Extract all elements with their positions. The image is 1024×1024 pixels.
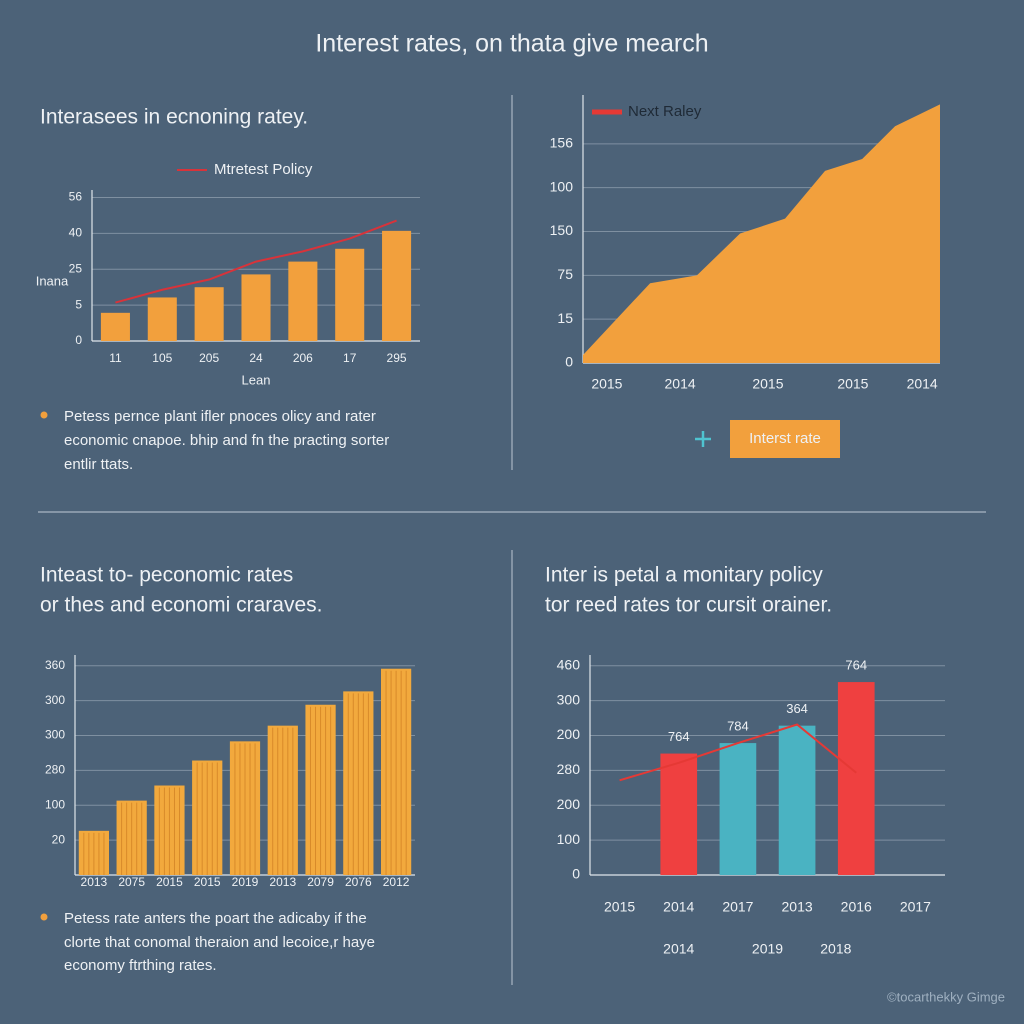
y-tick-label: 20	[52, 832, 66, 846]
section-heading: Interasees in ecnoning ratey.	[40, 106, 308, 129]
note-line: Petess pernce plant ifler pnoces olicy a…	[64, 408, 376, 425]
x-tick-label: 17	[343, 351, 357, 365]
x-tick-label: 2017	[900, 899, 931, 915]
y-tick-label: 25	[69, 261, 83, 275]
area	[583, 104, 940, 363]
x-tick-label: 2075	[118, 875, 145, 889]
bar	[335, 248, 365, 341]
legend-box	[730, 420, 840, 458]
annotation: 764	[845, 658, 867, 673]
x-tick-label: 2015	[194, 875, 221, 889]
x-tick-label: 2015	[752, 376, 783, 392]
bar	[778, 725, 816, 875]
x-tick-label: 2014	[907, 376, 938, 392]
annotation: 764	[668, 729, 690, 744]
y-tick-label: 460	[557, 657, 581, 673]
x-sublabel: 2018	[820, 941, 851, 957]
legend-marker	[695, 431, 711, 447]
bullet	[40, 411, 48, 419]
bar	[288, 261, 318, 341]
note-line: entlir ttats.	[64, 456, 133, 473]
x-tick-label: 11	[109, 351, 122, 365]
x-tick-label: 2016	[841, 899, 872, 915]
x-tick-label: 205	[199, 351, 219, 365]
x-tick-label: 24	[249, 351, 263, 365]
x-tick-label: 2015	[604, 899, 635, 915]
y-tick-label: 40	[69, 226, 83, 240]
bar	[241, 274, 271, 341]
watermark: ©tocarthekky Gimge	[887, 989, 1005, 1004]
y-tick-label: 100	[550, 178, 574, 194]
y-tick-label: 300	[557, 691, 581, 707]
x-tick-label: 2012	[383, 875, 410, 889]
section-heading: Inter is petal a monitary policy	[545, 564, 823, 587]
y-tick-label: 150	[550, 222, 574, 238]
y-tick-label: 280	[557, 761, 581, 777]
x-tick-label: 2013	[782, 899, 813, 915]
line	[619, 723, 857, 782]
section-heading: or thes and economi craraves.	[40, 594, 322, 617]
x-tick-label: 295	[387, 351, 407, 365]
bar	[660, 753, 698, 875]
y-tick-label: 280	[45, 763, 65, 777]
x-tick-label: 105	[152, 351, 172, 365]
y-tick-label: 0	[565, 354, 573, 370]
y-tick-label: 300	[45, 728, 65, 742]
page-title: Interest rates, on thata give mearch	[315, 30, 708, 58]
x-tick-label: 2079	[307, 875, 334, 889]
bar	[100, 312, 130, 341]
bar	[837, 682, 875, 875]
section-heading: tor reed rates tor cursit orainer.	[545, 594, 832, 617]
x-tick-label: 2015	[591, 376, 622, 392]
x-axis-label: Lean	[242, 372, 271, 387]
y-tick-label: 200	[557, 726, 581, 742]
legend-label: Next Raley	[628, 103, 702, 120]
note-line: clorte that conomal theraion and lecoice…	[64, 934, 375, 951]
x-tick-label: 206	[293, 351, 313, 365]
y-tick-label: 100	[45, 797, 65, 811]
x-tick-label: 2076	[345, 875, 372, 889]
section-heading: Inteast to- peconomic rates	[40, 564, 293, 587]
note-line: economy ftrthing rates.	[64, 957, 217, 974]
x-tick-label: 2015	[156, 875, 183, 889]
note-line: Petess rate anters the poart the adicaby…	[64, 910, 367, 927]
y-tick-label: 0	[75, 333, 82, 347]
bullet	[40, 913, 48, 921]
bar	[147, 297, 177, 341]
annotation: 364	[786, 701, 808, 716]
x-sublabel: 2019	[752, 941, 783, 957]
x-tick-label: 2014	[665, 376, 696, 392]
x-tick-label: 2019	[232, 875, 259, 889]
y-tick-label: 15	[557, 310, 573, 326]
y-tick-label: 200	[557, 796, 581, 812]
annotation: 784	[727, 719, 749, 734]
y-tick-label: 5	[75, 297, 82, 311]
x-tick-label: 2017	[722, 899, 753, 915]
note-line: economic cnapoe. bhip and fn the practin…	[64, 432, 389, 449]
y-tick-label: 156	[550, 135, 574, 151]
x-tick-label: 2014	[663, 899, 694, 915]
bar	[719, 743, 757, 875]
x-tick-label: 2013	[81, 875, 108, 889]
y-tick-label: 360	[45, 658, 65, 672]
bar	[382, 230, 412, 341]
y-tick-label: 0	[572, 866, 580, 882]
legend-label: Interst rate	[749, 430, 821, 447]
y-tick-label: 56	[69, 190, 83, 204]
bar	[194, 287, 224, 341]
y-tick-label: 75	[557, 266, 573, 282]
x-sublabel: 2014	[663, 941, 694, 957]
y-tick-label: 100	[557, 831, 581, 847]
x-tick-label: 2013	[269, 875, 296, 889]
x-tick-label: 2015	[837, 376, 868, 392]
y-axis-label: Inana	[36, 273, 69, 288]
y-tick-label: 300	[45, 693, 65, 707]
line	[115, 219, 397, 304]
legend-label: Mtretest Policy	[214, 161, 313, 178]
